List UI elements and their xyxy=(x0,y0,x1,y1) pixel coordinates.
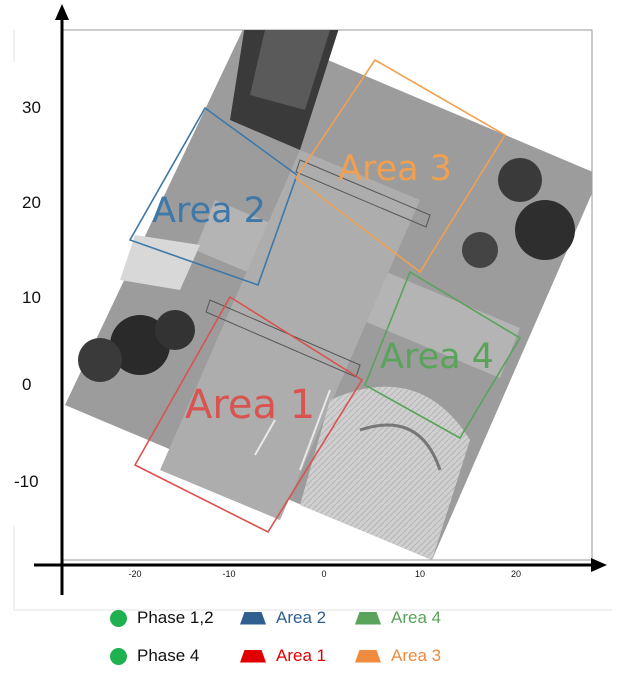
area-1-outline xyxy=(133,295,364,534)
y-tick-label: 0 xyxy=(22,375,31,394)
legend-label: Area 1 xyxy=(276,646,327,665)
legend-label: Area 3 xyxy=(391,646,442,665)
area-3-outline xyxy=(294,58,507,274)
legend-item-area-2: Area 2 xyxy=(240,608,326,628)
area-4-outline xyxy=(363,270,522,440)
legend-item-phase-4: Phase 4 xyxy=(110,646,199,666)
area-2-label: Area 2 xyxy=(152,191,266,231)
y-axis-arrow xyxy=(55,4,69,20)
y-tick-label: -10 xyxy=(14,472,39,491)
y-tick-label: 20 xyxy=(22,193,41,212)
legend: Phase 1,2 Area 2 Area 4 Phase 4 Area 1 A… xyxy=(110,608,530,668)
x-tick-label: 0 xyxy=(321,569,326,579)
legend-label: Phase 4 xyxy=(137,646,200,665)
area-3-label: Area 3 xyxy=(338,149,452,189)
legend-item-area-4: Area 4 xyxy=(355,608,441,628)
trapezoid-icon xyxy=(240,611,266,625)
x-tick-label: 20 xyxy=(511,569,521,579)
legend-label: Phase 1,2 xyxy=(137,608,214,627)
trapezoid-icon xyxy=(355,649,381,663)
legend-item-area-1: Area 1 xyxy=(240,646,326,666)
green-dot-icon xyxy=(110,647,127,665)
y-tick-label: 30 xyxy=(22,98,41,117)
legend-item-phase-1-2: Phase 1,2 xyxy=(110,608,214,628)
legend-label: Area 4 xyxy=(391,608,442,627)
area-2-outline xyxy=(128,106,298,287)
y-tick-label: 10 xyxy=(22,288,41,307)
green-dot-icon xyxy=(110,609,127,627)
trapezoid-icon xyxy=(240,649,266,663)
legend-item-area-3: Area 3 xyxy=(355,646,441,666)
legend-label: Area 2 xyxy=(276,608,327,627)
x-tick-label: -20 xyxy=(128,569,141,579)
x-axis-arrow xyxy=(591,558,607,572)
area-1-label: Area 1 xyxy=(185,382,315,428)
trapezoid-icon xyxy=(355,611,381,625)
area-4-label: Area 4 xyxy=(380,337,494,377)
x-tick-label: -10 xyxy=(222,569,235,579)
x-tick-label: 10 xyxy=(415,569,425,579)
